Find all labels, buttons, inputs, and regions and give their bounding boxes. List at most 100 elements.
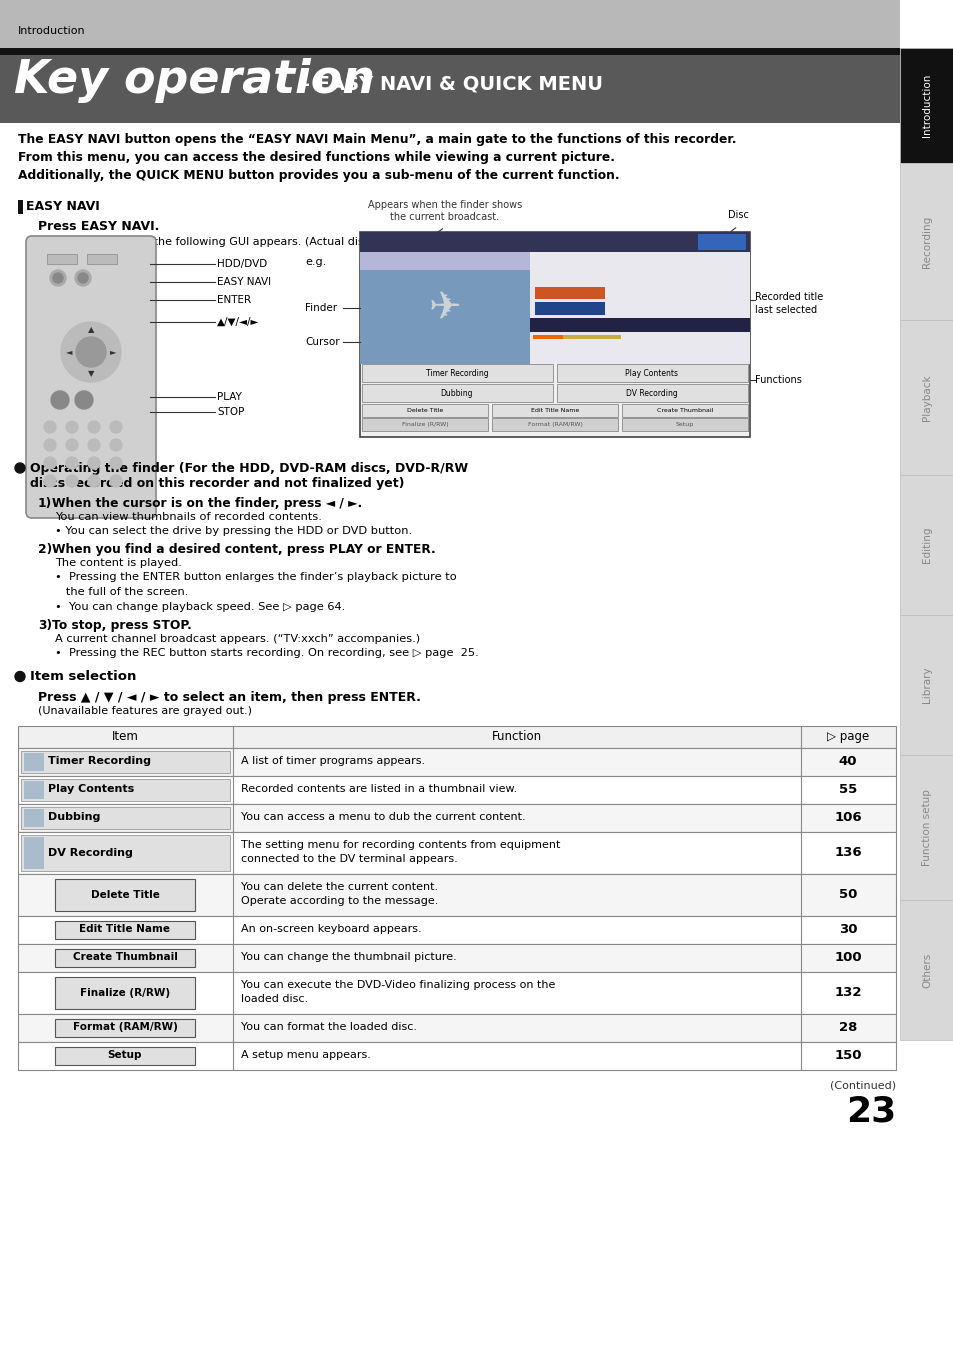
Text: Additionally, the QUICK MENU button provides you a sub-menu of the current funct: Additionally, the QUICK MENU button prov… <box>18 169 619 182</box>
Bar <box>535 288 604 298</box>
Bar <box>21 751 230 772</box>
Text: 23: 23 <box>845 1095 895 1129</box>
Circle shape <box>50 270 66 286</box>
Bar <box>24 752 44 771</box>
Circle shape <box>88 439 100 451</box>
Bar <box>55 921 194 938</box>
Text: Appears when the finder shows: Appears when the finder shows <box>368 200 521 211</box>
Bar <box>18 748 895 775</box>
Bar <box>535 302 604 315</box>
Text: The EASY NAVI button opens the “EASY NAVI Main Menu”, a main gate to the functio: The EASY NAVI button opens the “EASY NAV… <box>18 134 736 146</box>
Circle shape <box>66 475 78 487</box>
Text: 132: 132 <box>833 986 861 999</box>
Bar <box>899 163 953 320</box>
Text: the current broadcast.: the current broadcast. <box>390 212 499 221</box>
Bar <box>18 725 895 748</box>
Bar <box>492 418 618 431</box>
Circle shape <box>44 439 56 451</box>
Bar <box>361 364 553 382</box>
Circle shape <box>66 439 78 451</box>
Circle shape <box>53 273 63 284</box>
Text: When you find a desired content, press PLAY or ENTER.: When you find a desired content, press P… <box>52 544 436 556</box>
Text: 2): 2) <box>38 544 52 556</box>
Bar <box>698 234 745 250</box>
Text: Create Thumbnail: Create Thumbnail <box>656 408 713 413</box>
Bar <box>24 780 44 798</box>
Text: 1): 1) <box>38 497 52 510</box>
Text: 2004/04/03 19:00  Ch:2: 2004/04/03 19:00 Ch:2 <box>405 254 478 259</box>
Text: Delete Title: Delete Title <box>406 408 442 413</box>
Bar <box>899 900 953 1040</box>
Bar <box>359 232 749 252</box>
Text: NAVI: NAVI <box>365 242 381 248</box>
Text: Cursor: Cursor <box>305 338 339 347</box>
Text: Recorded title: Recorded title <box>754 292 822 302</box>
Text: DV Recording: DV Recording <box>625 389 678 397</box>
Text: You can delete the current content.: You can delete the current content. <box>241 883 437 892</box>
Text: 3): 3) <box>38 620 52 632</box>
Text: You can access a menu to dub the current content.: You can access a menu to dub the current… <box>241 813 525 822</box>
Text: 150: 150 <box>833 1049 861 1062</box>
Text: ▲: ▲ <box>88 325 94 335</box>
Circle shape <box>78 273 88 284</box>
Text: ENTER: ENTER <box>216 296 251 305</box>
Text: Item selection: Item selection <box>30 671 136 683</box>
Text: ■ Play Time  00:10:15: ■ Play Time 00:10:15 <box>533 320 611 325</box>
Text: last selected: last selected <box>754 305 817 315</box>
Bar <box>18 1041 895 1069</box>
Text: Functions: Functions <box>754 375 801 385</box>
Text: Operate according to the message.: Operate according to the message. <box>241 896 438 906</box>
Bar <box>18 1014 895 1041</box>
Bar <box>21 779 230 801</box>
Text: loaded disc.: loaded disc. <box>241 995 308 1004</box>
Text: Setup: Setup <box>108 1050 142 1061</box>
Bar <box>18 775 895 803</box>
Text: (Unavailable features are grayed out.): (Unavailable features are grayed out.) <box>38 706 252 717</box>
Bar <box>899 475 953 616</box>
Bar <box>361 383 553 402</box>
Circle shape <box>61 323 121 382</box>
Bar <box>899 49 953 163</box>
Bar <box>899 320 953 475</box>
Circle shape <box>75 270 91 286</box>
Text: Recorded contents are listed in a thumbnail view.: Recorded contents are listed in a thumbn… <box>241 784 517 795</box>
Circle shape <box>15 463 25 472</box>
Text: An on-screen keyboard appears.: An on-screen keyboard appears. <box>241 925 421 934</box>
Bar <box>530 252 749 364</box>
Text: EASY NAVI: EASY NAVI <box>26 200 100 213</box>
Text: EASY NAVI: EASY NAVI <box>216 277 271 288</box>
Bar <box>359 252 530 270</box>
Bar <box>21 806 230 829</box>
Bar <box>21 834 230 871</box>
Text: Delete Title: Delete Title <box>91 890 159 899</box>
Text: DV Recording: DV Recording <box>48 848 132 857</box>
Text: •  You can change playback speed. See ▷ page 64.: • You can change playback speed. See ▷ p… <box>55 602 345 612</box>
Circle shape <box>76 338 106 367</box>
Bar <box>899 616 953 755</box>
Text: 50: 50 <box>838 888 857 900</box>
Text: e.g.: e.g. <box>305 256 326 267</box>
Text: Disc: Disc <box>727 211 748 220</box>
Text: Key operation: Key operation <box>14 58 375 103</box>
Bar <box>492 404 618 417</box>
Circle shape <box>51 392 69 409</box>
Text: You can format the loaded disc.: You can format the loaded disc. <box>241 1022 416 1033</box>
Bar <box>533 335 620 339</box>
Bar <box>0 49 899 55</box>
Text: HDD/DVD: HDD/DVD <box>216 259 267 269</box>
Text: Operating the finder (For the HDD, DVD-RAM discs, DVD-R/RW: Operating the finder (For the HDD, DVD-R… <box>30 462 468 475</box>
Text: You can execute the DVD-Video finalizing process on the: You can execute the DVD-Video finalizing… <box>241 980 555 991</box>
Bar <box>47 254 77 265</box>
Text: The content is played.: The content is played. <box>55 558 182 568</box>
Bar <box>55 949 194 967</box>
Text: - EASY NAVI & QUICK MENU: - EASY NAVI & QUICK MENU <box>302 76 602 95</box>
Text: From this menu, you can access the desired functions while viewing a current pic: From this menu, you can access the desir… <box>18 151 615 163</box>
Bar <box>18 972 895 1014</box>
Bar <box>621 404 747 417</box>
Bar <box>361 404 488 417</box>
Text: Finalize (R/RW): Finalize (R/RW) <box>80 987 170 998</box>
Circle shape <box>88 458 100 468</box>
Circle shape <box>88 475 100 487</box>
Text: Recording: Recording <box>921 216 931 267</box>
Text: Timer Recording: Timer Recording <box>48 756 151 767</box>
